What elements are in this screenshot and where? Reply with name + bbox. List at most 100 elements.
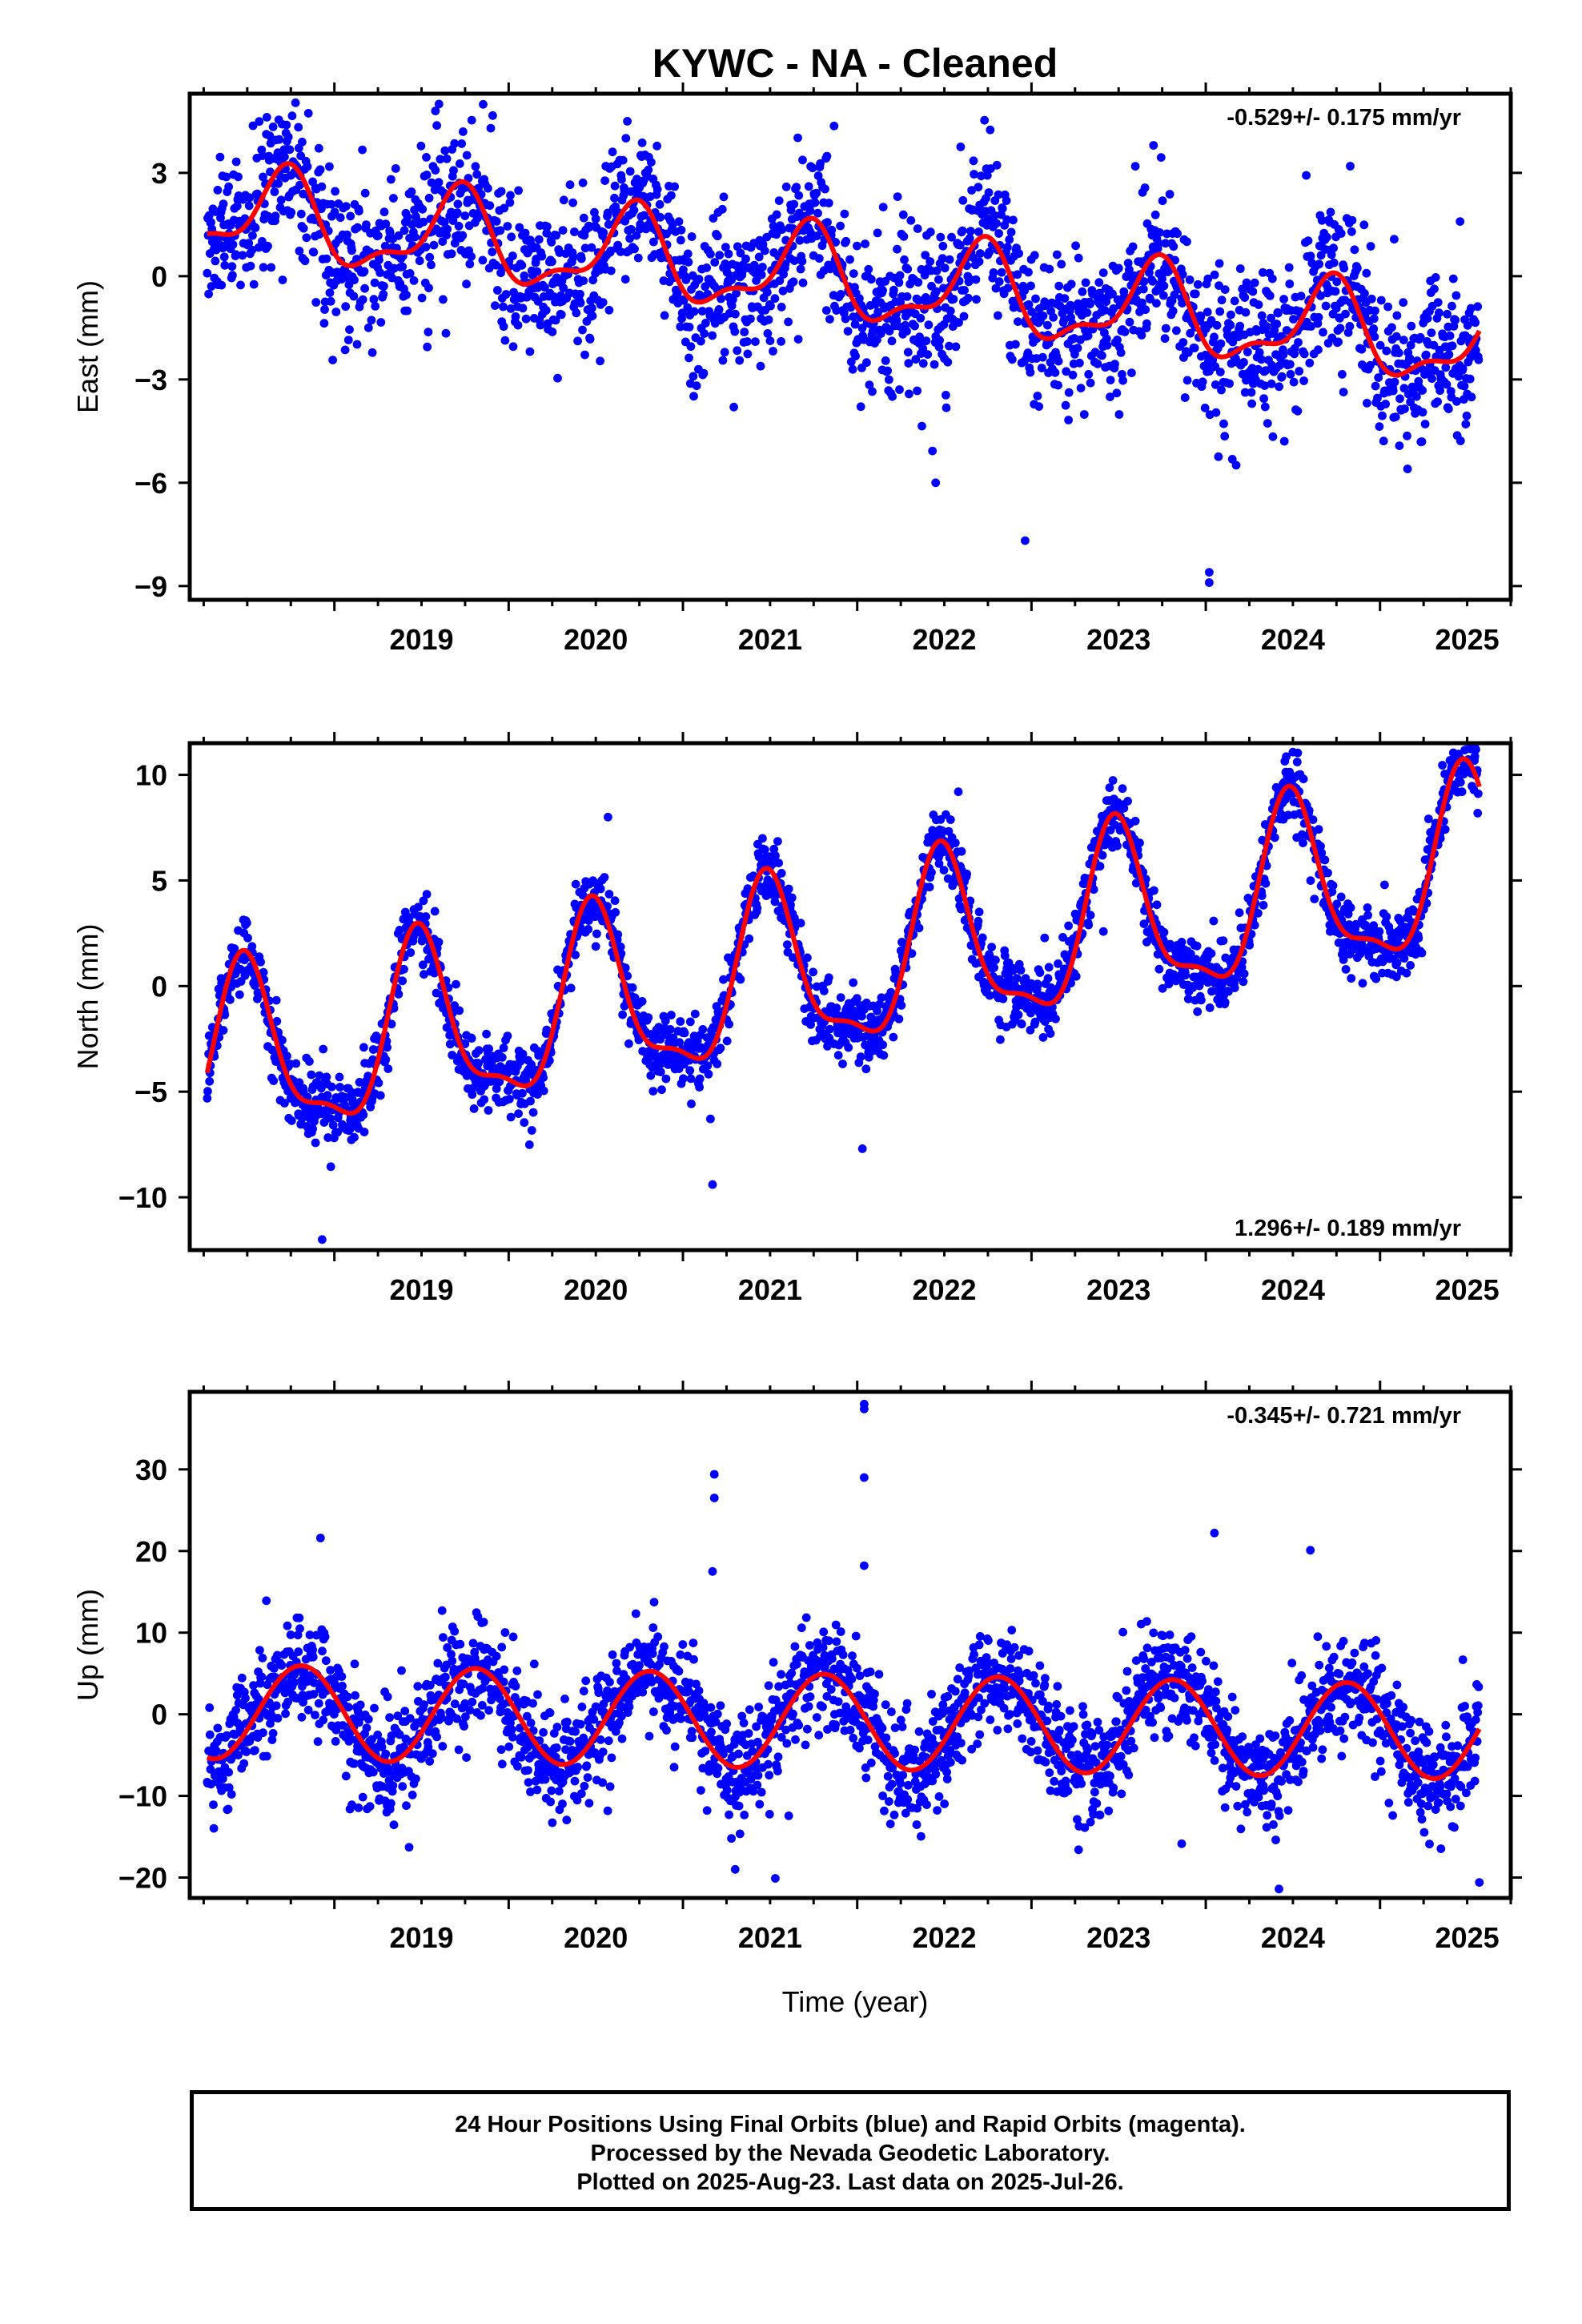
data-point: [685, 323, 694, 332]
data-point: [1387, 323, 1396, 332]
data-point: [1074, 253, 1083, 263]
data-point: [424, 328, 433, 336]
data-point: [796, 919, 805, 928]
data-point: [1327, 250, 1336, 259]
data-point: [986, 125, 995, 135]
data-point: [246, 261, 255, 271]
data-point: [1382, 912, 1391, 922]
data-point: [754, 252, 764, 262]
data-point: [422, 890, 432, 899]
data-point: [1444, 404, 1453, 413]
data-point: [1430, 284, 1439, 294]
data-point: [861, 239, 869, 248]
data-point: [514, 186, 523, 195]
data-point: [1306, 876, 1315, 885]
data-point: [1002, 215, 1012, 224]
data-point: [1035, 968, 1045, 977]
data-point: [1366, 360, 1375, 370]
data-point: [1261, 366, 1271, 375]
data-point: [966, 227, 975, 235]
data-point: [923, 350, 933, 359]
data-point: [1390, 377, 1399, 387]
data-point: [604, 890, 614, 899]
data-point: [1390, 235, 1399, 244]
data-point: [370, 278, 379, 287]
data-point: [1123, 259, 1133, 267]
data-point: [637, 138, 647, 147]
data-point: [1150, 210, 1160, 219]
data-point: [1214, 452, 1223, 461]
data-point: [1407, 321, 1416, 331]
data-point: [525, 347, 535, 356]
data-point: [1055, 301, 1065, 311]
data-point: [832, 306, 841, 315]
data-point: [709, 214, 718, 223]
data-point: [686, 1074, 696, 1084]
data-point: [598, 298, 608, 307]
data-point: [1152, 299, 1161, 308]
data-point: [917, 421, 926, 431]
data-point: [1064, 416, 1073, 424]
data-point: [371, 302, 380, 311]
data-point: [596, 884, 605, 894]
data-point: [974, 257, 984, 267]
data-point: [720, 348, 729, 357]
data-point: [704, 1069, 713, 1079]
data-point: [851, 352, 860, 361]
data-point: [621, 134, 631, 143]
data-point: [403, 306, 412, 316]
data-point: [350, 1132, 359, 1142]
data-point: [676, 1017, 685, 1026]
data-point: [291, 98, 300, 107]
data-point: [695, 1074, 705, 1084]
data-point: [213, 1723, 223, 1733]
data-point: [367, 348, 377, 357]
data-point: [1445, 331, 1455, 340]
data-point: [1158, 274, 1166, 283]
data-point: [295, 247, 304, 255]
data-point: [676, 322, 685, 332]
data-point: [721, 243, 730, 251]
data-point: [625, 234, 634, 243]
data-point: [644, 1013, 653, 1022]
data-point: [1208, 355, 1218, 364]
data-point: [1307, 322, 1315, 331]
data-point: [1210, 332, 1219, 342]
data-point: [886, 987, 896, 997]
data-point: [317, 182, 327, 191]
data-point: [1358, 979, 1367, 988]
data-point: [1319, 328, 1327, 337]
data-point: [1148, 276, 1157, 286]
data-point: [1415, 332, 1425, 342]
data-point: [462, 151, 472, 160]
data-point: [1054, 281, 1064, 291]
data-point: [1457, 787, 1467, 797]
data-point: [345, 325, 354, 334]
data-point: [492, 260, 500, 270]
y-tick-label: −5: [135, 1076, 167, 1108]
data-point: [1178, 338, 1188, 347]
data-point: [1338, 370, 1347, 379]
data-point: [784, 317, 793, 327]
data-point: [1452, 291, 1461, 300]
data-point: [771, 851, 780, 860]
data-point: [1359, 220, 1369, 230]
data-point: [1366, 242, 1375, 251]
data-point: [838, 1059, 847, 1068]
data-point: [368, 1045, 378, 1054]
data-point: [945, 255, 954, 264]
data-point: [616, 247, 625, 256]
data-point: [766, 301, 775, 311]
data-point: [670, 182, 679, 191]
data-point: [841, 236, 851, 246]
data-point: [793, 133, 802, 143]
y-tick-label: −3: [135, 364, 167, 396]
data-point: [1211, 380, 1220, 389]
data-point: [394, 990, 404, 999]
data-point: [1017, 1019, 1026, 1029]
data-point: [1260, 381, 1270, 390]
data-point: [1130, 816, 1140, 826]
data-point: [343, 230, 351, 239]
data-point: [1418, 386, 1427, 395]
data-point: [520, 228, 530, 238]
